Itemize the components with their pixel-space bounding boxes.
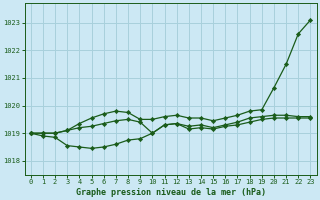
X-axis label: Graphe pression niveau de la mer (hPa): Graphe pression niveau de la mer (hPa) xyxy=(76,188,266,197)
